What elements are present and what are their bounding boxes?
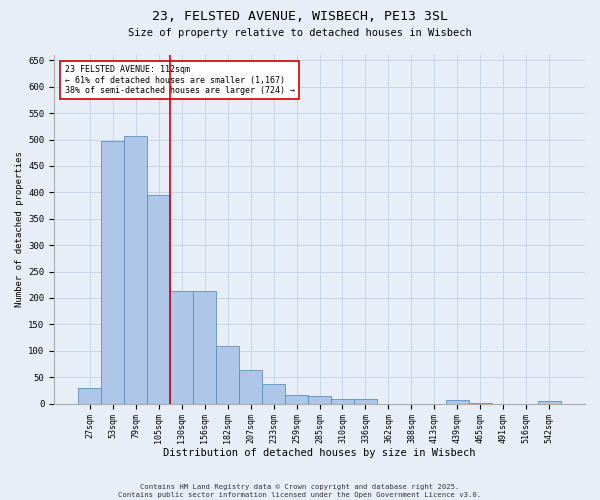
- Bar: [147, 195, 170, 404]
- Bar: [308, 396, 331, 404]
- Bar: [262, 384, 285, 404]
- Text: Contains HM Land Registry data © Crown copyright and database right 2025.
Contai: Contains HM Land Registry data © Crown c…: [118, 484, 482, 498]
- Bar: [354, 399, 377, 404]
- Bar: [285, 394, 308, 404]
- Bar: [170, 291, 193, 404]
- Bar: [124, 136, 147, 404]
- Text: 23 FELSTED AVENUE: 112sqm
← 61% of detached houses are smaller (1,167)
38% of se: 23 FELSTED AVENUE: 112sqm ← 61% of detac…: [65, 66, 295, 96]
- Bar: [78, 388, 101, 404]
- Bar: [101, 141, 124, 404]
- Bar: [216, 346, 239, 404]
- Text: 23, FELSTED AVENUE, WISBECH, PE13 3SL: 23, FELSTED AVENUE, WISBECH, PE13 3SL: [152, 10, 448, 23]
- Bar: [239, 370, 262, 404]
- Bar: [193, 291, 216, 404]
- Bar: [538, 402, 561, 404]
- Bar: [469, 402, 492, 404]
- Text: Size of property relative to detached houses in Wisbech: Size of property relative to detached ho…: [128, 28, 472, 38]
- X-axis label: Distribution of detached houses by size in Wisbech: Distribution of detached houses by size …: [163, 448, 476, 458]
- Bar: [331, 399, 354, 404]
- Bar: [446, 400, 469, 404]
- Y-axis label: Number of detached properties: Number of detached properties: [15, 152, 24, 307]
